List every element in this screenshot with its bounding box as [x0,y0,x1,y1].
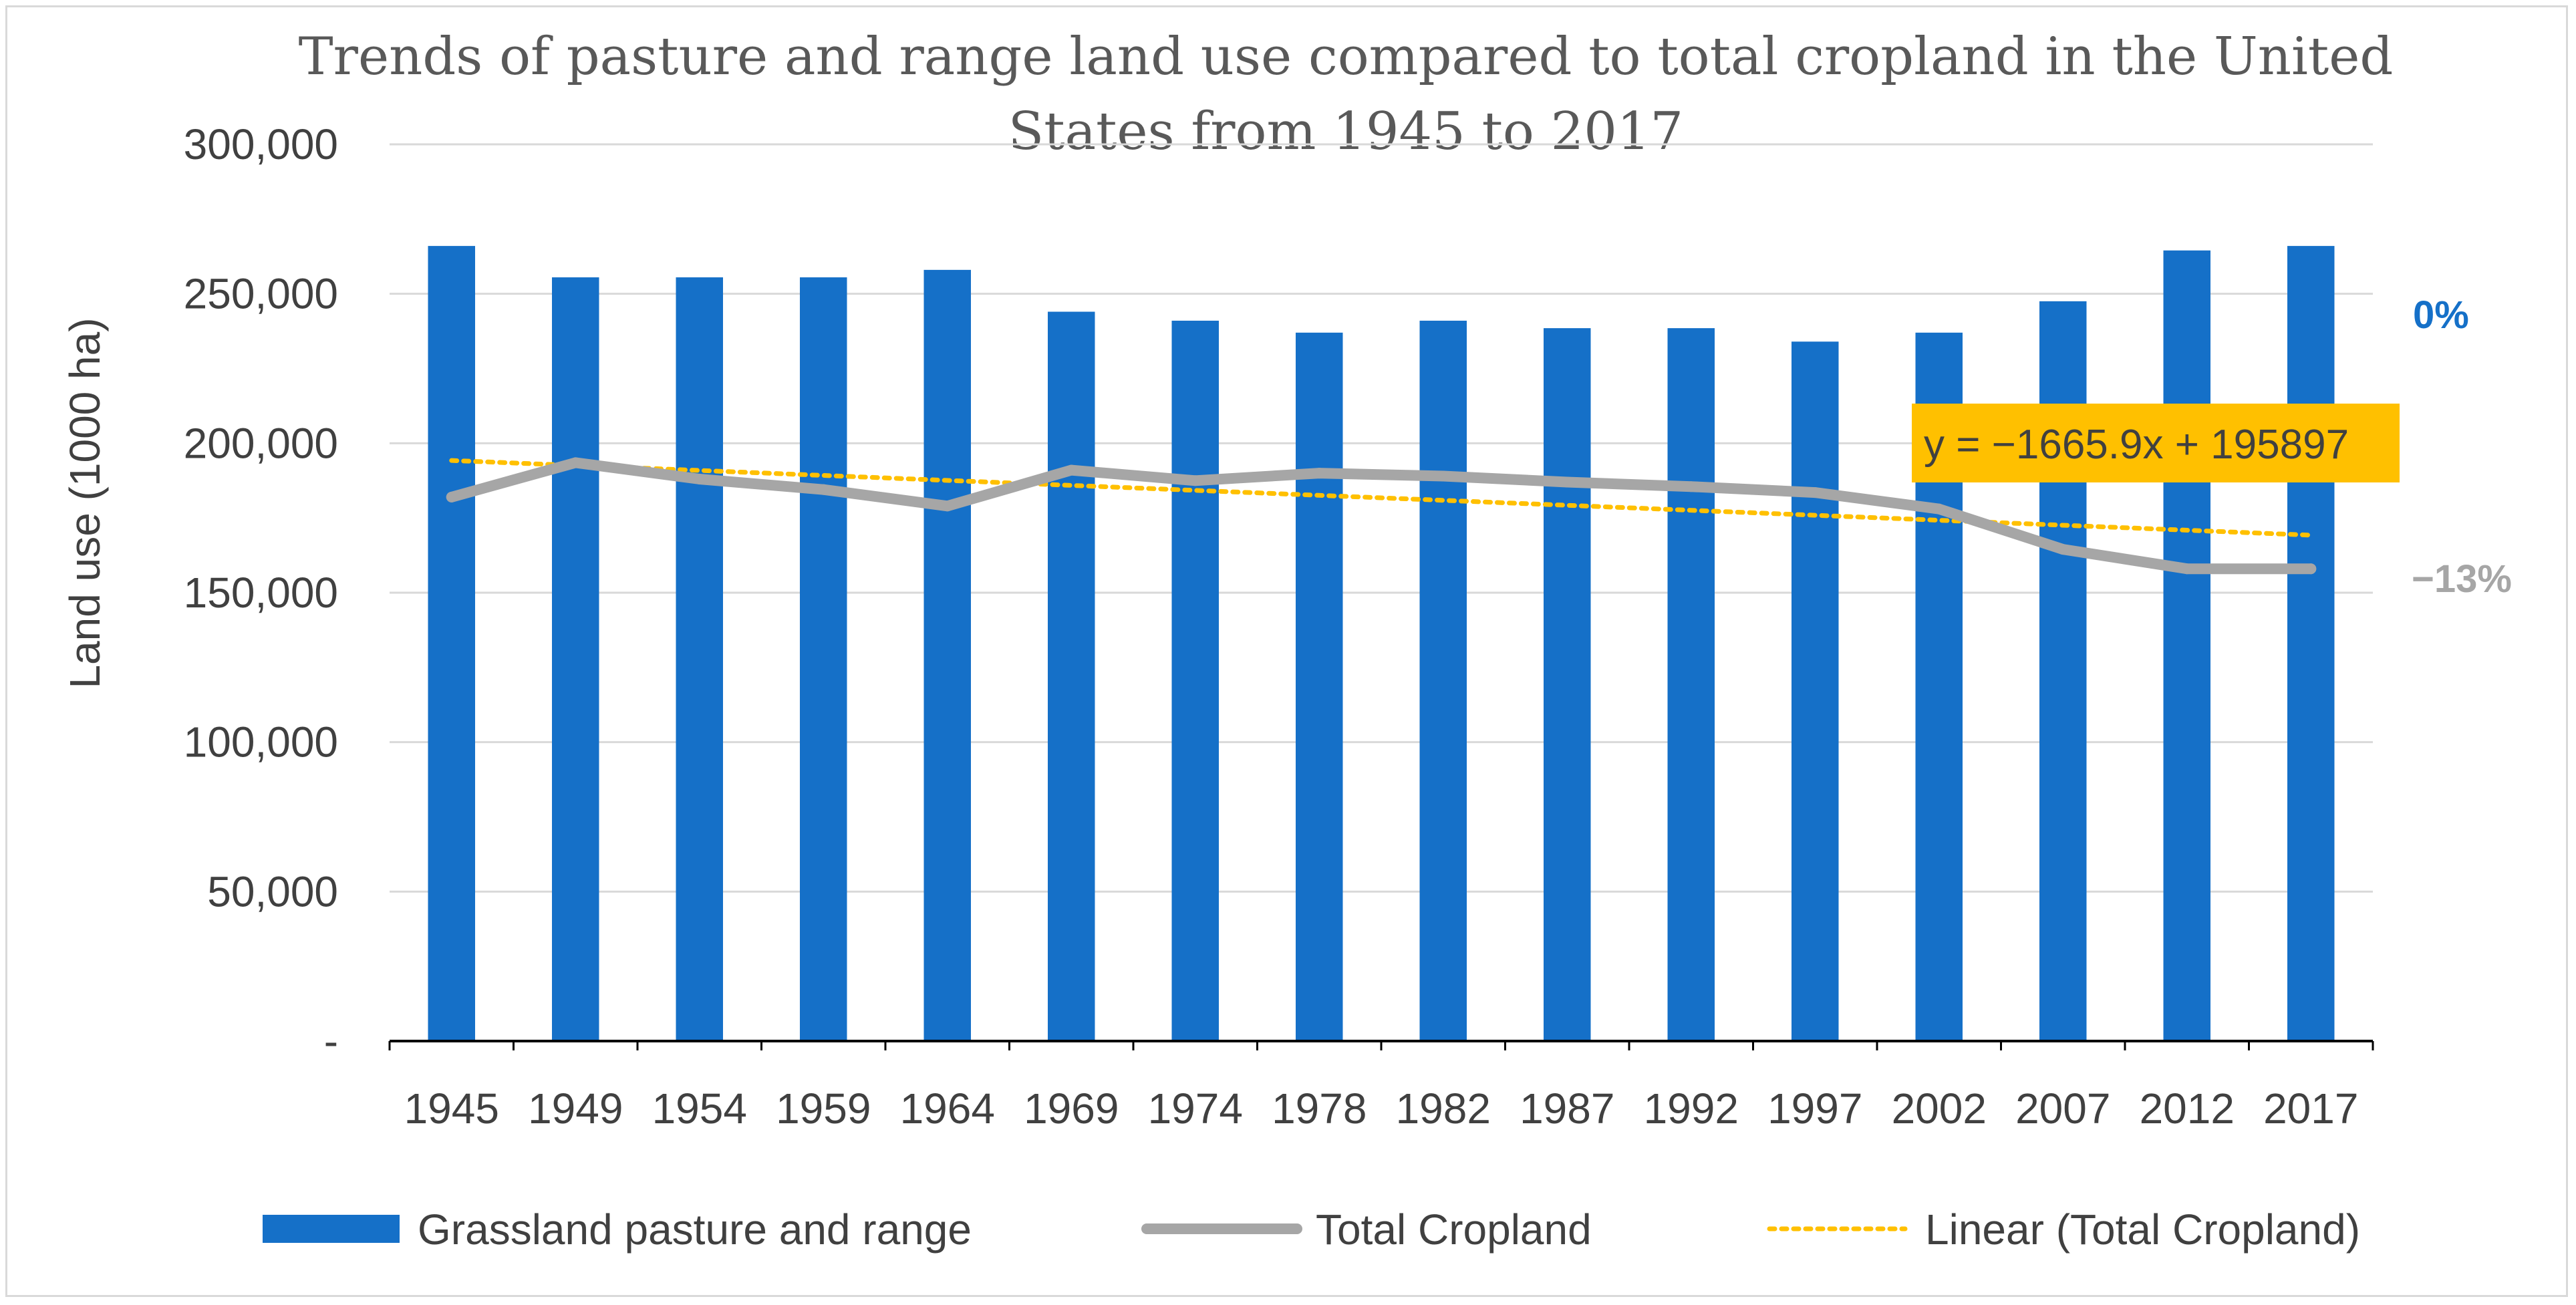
cropland-point-1949 [570,457,581,468]
y-tick-label-150000: 150,000 [184,569,338,617]
x-tick-label-1954: 1954 [652,1084,747,1133]
legend: Grassland pasture and range Total Cropla… [263,1205,2360,1254]
bar-1954 [676,277,723,1041]
cropland-change-label: −13% [2412,557,2512,601]
x-tick-label-1964: 1964 [900,1084,995,1133]
x-tick-label-1945: 1945 [404,1084,499,1133]
grassland-bars [428,246,2335,1042]
y-tick-label-100000: 100,000 [184,718,338,766]
x-tick-label-2012: 2012 [2140,1084,2235,1133]
y-tick-label-0: - [324,1017,338,1065]
total-cropland-polyline [446,457,2317,575]
bar-1945 [428,246,475,1042]
y-axis-ticks: - 50,000 100,000 150,000 200,000 250,000 300,0… [184,120,338,1065]
bar-1982 [1419,320,1467,1042]
chart-title-line-1: Trends of pasture and range land use com… [299,27,2394,87]
chart-title: Trends of pasture and range land use com… [299,27,2394,162]
legend-label-total-cropland: Total Cropland [1316,1205,1592,1254]
cropland-point-1982 [1437,470,1449,482]
cropland-point-2012 [2181,563,2192,575]
x-tick-label-1997: 1997 [1767,1084,1862,1133]
equation-label: y = −1665.9x + 195897 [1924,422,2349,468]
y-axis-title: Land use (1000 ha) [61,317,109,688]
cropland-point-2017 [2305,563,2317,575]
chart-title-line-2: States from 1945 to 2017 [1008,102,1683,162]
x-tick-label-1949: 1949 [528,1084,623,1133]
legend-label-grassland: Grassland pasture and range [418,1205,972,1254]
legend-label-linear: Linear (Total Cropland) [1925,1205,2360,1254]
cropland-point-1997 [1810,487,1821,498]
bar-2012 [2163,250,2210,1041]
bar-2017 [2287,246,2335,1042]
equation-box [1912,404,2400,482]
x-tick-label-1959: 1959 [776,1084,871,1133]
chart-frame: Trends of pasture and range land use com… [5,5,2568,1297]
x-tick-label-1992: 1992 [1644,1084,1739,1133]
bar-1997 [1792,341,1839,1041]
trendline-equation: y = −1665.9x + 195897 [1912,404,2400,482]
bar-1949 [552,277,599,1041]
cropland-point-1987 [1562,476,1573,488]
bar-1987 [1544,328,1591,1041]
x-tick-label-1969: 1969 [1024,1084,1119,1133]
cropland-point-1954 [694,474,705,485]
cropland-point-2002 [1933,503,1945,515]
x-axis [388,1040,2374,1050]
bar-1959 [800,277,847,1041]
x-tick-label-2017: 2017 [2263,1084,2358,1133]
cropland-point-1964 [942,500,953,512]
x-tick-label-1978: 1978 [1272,1084,1367,1133]
cropland-point-2007 [2057,544,2069,555]
cropland-point-1978 [1314,468,1325,479]
total-cropland-line [446,457,2317,575]
x-axis-tick-labels: 1945 1949 1954 1959 1964 1969 1974 1978 1982 1987… [404,1084,2359,1133]
bar-1964 [923,269,971,1041]
x-tick-label-1982: 1982 [1396,1084,1491,1133]
trendline-path [449,458,2313,538]
cropland-point-1959 [818,484,829,495]
x-tick-label-2002: 2002 [1892,1084,1987,1133]
cropland-point-1974 [1189,475,1201,486]
y-tick-label-250000: 250,000 [184,270,338,318]
bar-1978 [1296,332,1343,1041]
legend-swatch-grassland [263,1215,400,1243]
linear-trendline [449,458,2313,538]
chart-svg: Trends of pasture and range land use com… [61,27,2512,1254]
bar-1969 [1048,311,1095,1042]
y-tick-label-300000: 300,000 [184,120,338,168]
cropland-point-1969 [1066,464,1077,476]
x-tick-label-2007: 2007 [2015,1084,2110,1133]
bar-1992 [1667,328,1715,1041]
y-tick-label-50000: 50,000 [207,867,338,915]
x-tick-label-1974: 1974 [1148,1084,1243,1133]
grassland-change-label: 0% [2413,293,2469,337]
bar-1974 [1171,320,1219,1042]
y-tick-label-200000: 200,000 [184,419,338,467]
cropland-point-1945 [446,491,457,502]
cropland-point-1992 [1685,481,1697,492]
x-tick-label-1987: 1987 [1520,1084,1614,1133]
